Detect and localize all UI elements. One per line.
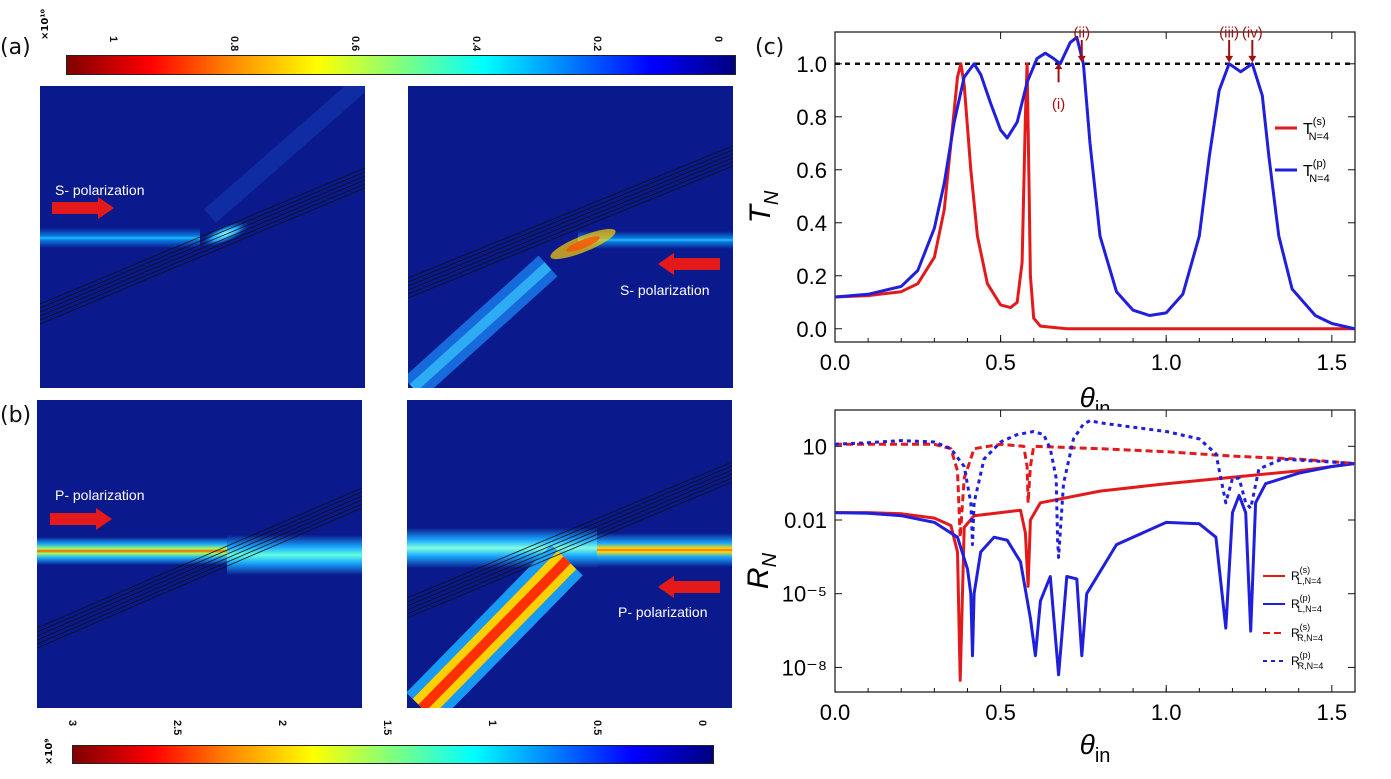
legend-label: R(s) L,N=4 <box>1291 565 1321 586</box>
series-line-0 <box>835 462 1356 682</box>
series-line-0 <box>834 62 1355 331</box>
field-map-p-right <box>407 461 732 708</box>
y-tick-label: 10⁻⁸ <box>782 655 827 680</box>
x-tick-label: 1.0 <box>1151 350 1182 375</box>
colorbar-bottom <box>72 745 714 764</box>
y-tick-label: 0.2 <box>796 264 827 289</box>
colorbar-tick: 0.6 <box>349 36 361 52</box>
annotation-arrow-head <box>1225 55 1234 63</box>
annotation-label: (ii) <box>1073 24 1090 41</box>
series-line-1 <box>834 35 1356 331</box>
colorbar-tick: 1 <box>486 720 498 727</box>
y-tick-label: 0.4 <box>796 211 827 236</box>
colorbar-tick: 0.5 <box>591 720 603 736</box>
polarization-label-p-right: P- polarization <box>618 604 708 620</box>
legend-label: R(s) R,N=4 <box>1291 622 1323 643</box>
colorbar-tick: 0 <box>712 36 724 43</box>
colorbar-tick: 2.5 <box>171 720 183 736</box>
colorbar-tick: 3 <box>66 720 78 727</box>
colorbar-tick: 0.2 <box>591 36 603 52</box>
field-panel-s-left <box>40 86 365 388</box>
incident-arrow-s-right <box>674 258 720 270</box>
incident-arrow-p-left <box>50 513 96 525</box>
colorbar-tick: 2 <box>276 720 288 727</box>
colorbar-tick: 1 <box>107 36 119 43</box>
x-tick-label: 0.5 <box>985 700 1016 725</box>
x-tick-label: 0.0 <box>820 350 851 375</box>
colorbar-tick: 1.5 <box>381 720 393 736</box>
x-axis-label: θin <box>1080 729 1111 767</box>
field-map-s-right <box>408 145 733 388</box>
field-panel-s-right <box>408 86 733 388</box>
y-tick-label: 0.6 <box>796 158 827 183</box>
series-line-2 <box>835 442 1356 539</box>
y-tick-label: 0.0 <box>796 317 827 342</box>
polarization-label-s-left: S- polarization <box>55 182 145 198</box>
x-tick-label: 1.5 <box>1317 350 1348 375</box>
panel-label-a: (a) <box>0 35 31 60</box>
incident-arrow-s-left <box>52 202 98 214</box>
annotation-label: (i) <box>1052 96 1065 113</box>
polarization-label-s-right: S- polarization <box>620 282 710 298</box>
series-line-3 <box>834 419 1356 559</box>
field-map-p-left <box>37 487 362 649</box>
polarization-label-p-left: P- polarization <box>55 487 145 503</box>
y-tick-label: 1.0 <box>796 52 827 77</box>
legend-label: T(p) N=4 <box>1303 158 1330 185</box>
annotation-label: (iii) <box>1219 24 1239 41</box>
colorbar-top-exponent: ×10¹⁰ <box>40 8 51 40</box>
plot-frame <box>834 409 1356 693</box>
incident-arrow-p-right <box>674 581 720 593</box>
legend-label: R(p) L,N=4 <box>1291 593 1322 614</box>
arrow-head-icon <box>658 576 674 598</box>
y-tick-label: 10 <box>803 434 827 459</box>
field-map-s-left <box>40 86 365 325</box>
arrow-head-icon <box>98 197 114 219</box>
series-line-1 <box>834 462 1356 677</box>
y-tick-label: 0.01 <box>784 508 827 533</box>
x-tick-label: 1.5 <box>1317 700 1348 725</box>
field-panel-p-right <box>407 400 732 708</box>
y-tick-label: 10⁻⁵ <box>782 582 827 607</box>
x-tick-label: 1.0 <box>1151 700 1182 725</box>
legend-label: R(p) R,N=4 <box>1291 650 1323 671</box>
colorbar-top <box>66 55 736 75</box>
colorbar-tick: 0 <box>696 720 708 727</box>
colorbar-tick: 0.4 <box>470 36 482 52</box>
colorbar-bottom-exponent: ×10⁹ <box>44 738 55 765</box>
annotation-arrow-head <box>1077 55 1086 63</box>
annotation-label: (iv) <box>1242 24 1263 41</box>
y-tick-label: 0.8 <box>796 105 827 130</box>
annotation-arrow-head <box>1248 55 1257 63</box>
y-axis-label: TN <box>744 190 783 223</box>
arrow-head-icon <box>96 508 112 530</box>
plot-frame <box>834 31 1356 343</box>
legend-label: T(s) N=4 <box>1303 116 1329 143</box>
arrow-head-icon <box>658 253 674 275</box>
panel-label-c: (c) <box>755 35 785 60</box>
field-panel-p-left <box>37 400 362 708</box>
x-tick-label: 0.0 <box>820 700 851 725</box>
x-tick-label: 0.5 <box>985 350 1016 375</box>
reflection-chart: 10 0.01 10⁻⁵ 10⁻⁸ 0.0 0.5 1.0 1.5 RN θin R(s) L,N=4… <box>742 409 1356 767</box>
panel-label-b: (b) <box>0 403 32 428</box>
colorbar-tick: 0.8 <box>228 36 240 52</box>
annotation-arrow-head <box>1054 63 1063 70</box>
y-axis-label: RN <box>742 552 781 589</box>
